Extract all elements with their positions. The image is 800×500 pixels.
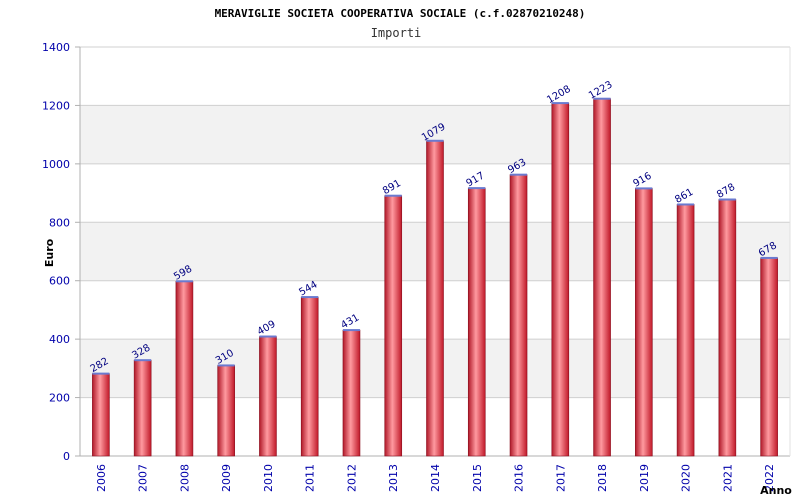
bar (718, 199, 737, 457)
bar (426, 140, 444, 457)
x-tick-labels: 2006 2007 2008 2009 2010 2011 2012 2013 2014 2015… (95, 464, 776, 492)
chart-title: MERAVIGLIE SOCIETA COOPERATIVA SOCIALE (… (215, 7, 586, 20)
x-tick-label: 2007 (137, 464, 150, 492)
x-tick-label: 2015 (471, 464, 484, 492)
x-tick-label: 2006 (95, 464, 108, 492)
bar (342, 329, 361, 457)
y-tick-label: 1400 (42, 41, 70, 54)
bar-cap (551, 102, 569, 105)
bar-cap (175, 280, 193, 283)
x-tick-label: 2014 (429, 464, 442, 492)
bar-cap (259, 335, 277, 338)
chart-subtitle: Importi (371, 26, 422, 40)
bar-cap (510, 173, 528, 176)
bar (676, 204, 695, 457)
y-tick-label: 400 (49, 333, 70, 346)
bar-cap (217, 364, 235, 367)
y-tick-label: 600 (49, 275, 70, 288)
bar (635, 188, 653, 457)
y-tick-label: 200 (49, 392, 70, 405)
bar-cap (760, 256, 778, 259)
x-tick-label: 2009 (220, 464, 233, 492)
bar (384, 195, 403, 457)
bar (551, 102, 570, 457)
bar-cap (468, 187, 486, 190)
bar-cap (384, 194, 402, 197)
grid-band (80, 47, 790, 106)
bar (259, 336, 277, 457)
y-tick-label: 800 (49, 216, 70, 229)
bar (509, 174, 528, 457)
x-tick-label: 2008 (178, 464, 191, 492)
x-tick-label: 2020 (680, 464, 693, 492)
bar-series (92, 97, 778, 457)
bar-cap (426, 139, 444, 142)
y-tick-labels: 0 200 400 600 800 1000 1200 1400 (42, 41, 70, 463)
y-tick-label: 1000 (42, 158, 70, 171)
x-tick-label: 2018 (596, 464, 609, 492)
y-tick-label: 0 (63, 450, 70, 463)
x-tick-label: 2021 (721, 464, 734, 492)
y-axis-label: Euro (43, 238, 56, 267)
bar-cap (677, 203, 695, 206)
x-tick-label: 2017 (554, 464, 567, 492)
x-tick-label: 2022 (763, 464, 776, 492)
bar-cap (134, 359, 152, 362)
bar (467, 187, 486, 457)
x-tick-label: 2010 (262, 464, 275, 492)
bar (760, 257, 778, 457)
bar (593, 98, 611, 457)
x-tick-label: 2019 (638, 464, 651, 492)
x-tick-label: 2016 (513, 464, 526, 492)
y-tick-label: 1200 (42, 99, 70, 112)
x-tick-label: 2013 (387, 464, 400, 492)
bar-cap (301, 296, 319, 299)
bar (92, 373, 110, 457)
bar (175, 280, 194, 457)
x-tick-label: 2012 (345, 464, 358, 492)
bar-cap (593, 97, 611, 100)
bar (133, 359, 152, 457)
bar (300, 296, 319, 457)
bar-cap (718, 198, 736, 201)
bar (217, 365, 235, 457)
bar-cap (342, 329, 360, 332)
bar-cap (92, 372, 110, 375)
x-axis-label: Anno (760, 484, 792, 497)
bar-cap (635, 187, 653, 190)
x-tick-label: 2011 (304, 464, 317, 492)
